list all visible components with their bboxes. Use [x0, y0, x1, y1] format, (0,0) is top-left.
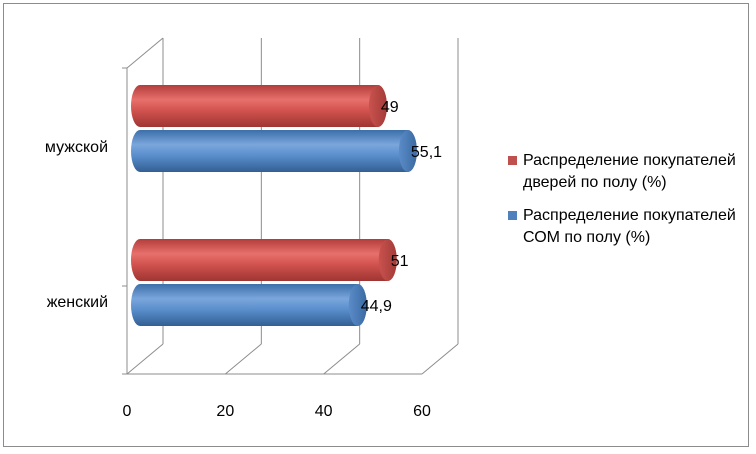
bar-cap — [368, 85, 387, 127]
data-label: 51 — [391, 253, 409, 270]
floor-line — [126, 343, 164, 375]
legend-swatch-doors — [508, 156, 517, 165]
data-label: 55,1 — [411, 144, 442, 161]
chart-labels: 0 20 40 60 мужской 49 55,1 женский 51 44,9 — [45, 99, 442, 420]
category-label: женский — [47, 294, 108, 311]
floor-line — [225, 343, 262, 375]
bar — [131, 284, 367, 326]
floor-line — [323, 343, 360, 375]
x-tick-label: 0 — [123, 403, 132, 420]
bar-cap — [348, 284, 367, 326]
category-label: мужской — [45, 139, 108, 156]
chart-bars — [131, 85, 417, 326]
bar-cap — [398, 130, 417, 172]
x-tick-label: 60 — [413, 403, 431, 420]
legend-item-som: Распределение покупателей СОМ по полу (%… — [508, 205, 743, 249]
bar — [131, 85, 387, 127]
data-label: 44,9 — [361, 298, 392, 315]
chart-legend: Распределение покупателей дверей по полу… — [508, 150, 743, 260]
x-tick-label: 20 — [216, 403, 234, 420]
bar — [131, 239, 397, 281]
floor-line — [421, 343, 459, 375]
wall-edge — [126, 37, 164, 69]
bar — [131, 130, 417, 172]
legend-label-doors: Распределение покупателей дверей по полу… — [523, 152, 736, 191]
bar-cap — [378, 239, 397, 281]
data-label: 49 — [381, 99, 399, 116]
legend-label-som: Распределение покупателей СОМ по полу (%… — [523, 207, 736, 246]
x-tick-label: 40 — [315, 403, 333, 420]
legend-swatch-som — [508, 211, 517, 220]
legend-item-doors: Распределение покупателей дверей по полу… — [508, 150, 743, 194]
